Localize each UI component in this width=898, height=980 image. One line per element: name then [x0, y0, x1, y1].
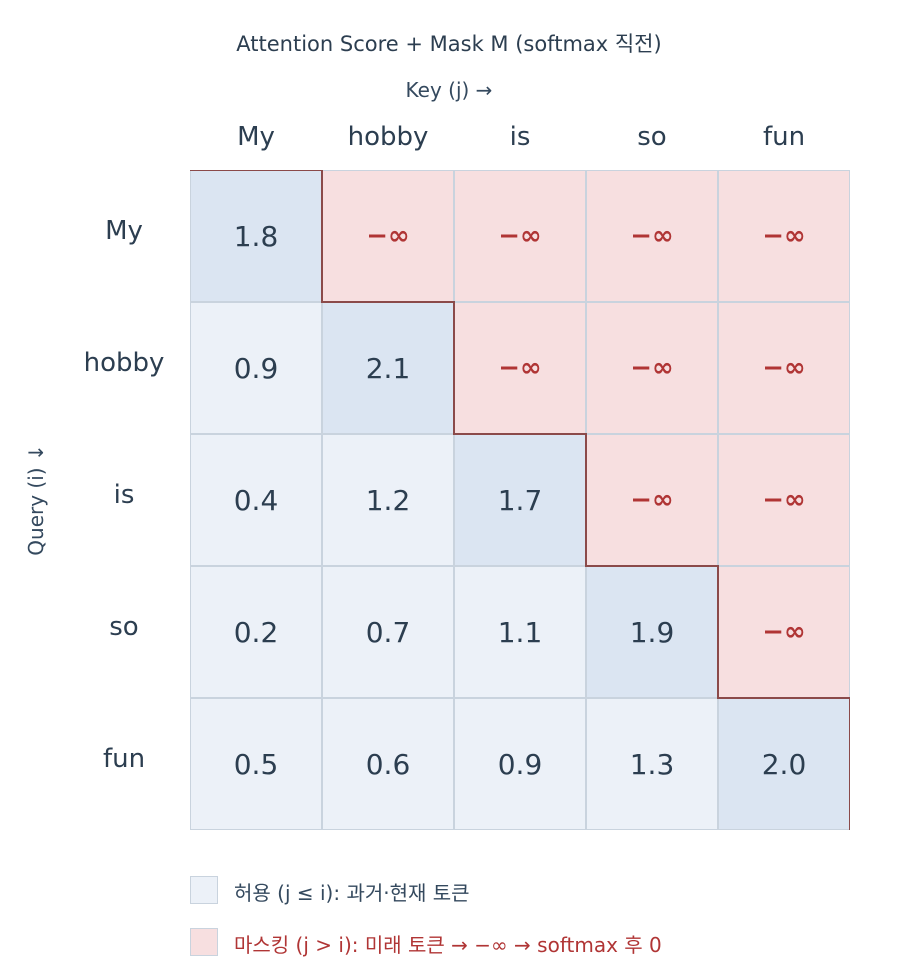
matrix-cell-fun-is: 0.9	[454, 698, 586, 830]
attention-matrix: 1.8 −∞ −∞ −∞ −∞ 0.9 2.1 −∞ −∞ −∞ 0.4 1.2 1.7 −∞ −∞ 0.2 0…	[190, 170, 850, 830]
matrix-cell-fun-hobby: 0.6	[322, 698, 454, 830]
key-axis-label: Key (j) →	[405, 78, 493, 102]
column-label-so: so	[637, 122, 667, 152]
matrix-cell-so-so: 1.9	[586, 566, 718, 698]
matrix-cell-is-so: −∞	[586, 434, 718, 566]
legend-label-allowed: 허용 (j ≤ i): 과거·현재 토큰	[234, 881, 470, 905]
row-label-is: is	[113, 480, 135, 510]
matrix-cell-so-my: 0.2	[190, 566, 322, 698]
matrix-cell-so-is: 1.1	[454, 566, 586, 698]
row-label-my: My	[105, 216, 143, 246]
mask-boundary-path	[190, 170, 850, 830]
row-label-so: so	[109, 612, 139, 642]
matrix-cell-hobby-so: −∞	[586, 302, 718, 434]
matrix-cell-fun-my: 0.5	[190, 698, 322, 830]
chart-title: Attention Score + Mask M (softmax 직전)	[236, 32, 662, 56]
matrix-cell-hobby-fun: −∞	[718, 302, 850, 434]
query-axis-label: Query (i) ↓	[24, 444, 48, 556]
legend-label-masked: 마스킹 (j > i): 미래 토큰 → −∞ → softmax 후 0	[234, 933, 662, 957]
matrix-cell-is-my: 0.4	[190, 434, 322, 566]
legend-swatch-masked	[190, 928, 218, 956]
matrix-cell-fun-so: 1.3	[586, 698, 718, 830]
row-label-hobby: hobby	[83, 348, 165, 378]
mask-boundary-line	[190, 170, 850, 830]
matrix-cell-hobby-my: 0.9	[190, 302, 322, 434]
matrix-cell-hobby-hobby: 2.1	[322, 302, 454, 434]
matrix-cell-my-my: 1.8	[190, 170, 322, 302]
matrix-cell-my-so: −∞	[586, 170, 718, 302]
column-label-hobby: hobby	[347, 122, 429, 152]
row-label-fun: fun	[102, 744, 146, 774]
matrix-cell-is-fun: −∞	[718, 434, 850, 566]
matrix-cell-my-is: −∞	[454, 170, 586, 302]
column-label-is: is	[509, 122, 531, 152]
matrix-cell-is-is: 1.7	[454, 434, 586, 566]
matrix-cell-my-fun: −∞	[718, 170, 850, 302]
matrix-cell-fun-fun: 2.0	[718, 698, 850, 830]
matrix-cell-so-hobby: 0.7	[322, 566, 454, 698]
legend-swatch-allowed	[190, 876, 218, 904]
matrix-cell-is-hobby: 1.2	[322, 434, 454, 566]
matrix-cell-hobby-is: −∞	[454, 302, 586, 434]
column-label-my: My	[237, 122, 275, 152]
column-label-fun: fun	[762, 122, 806, 152]
